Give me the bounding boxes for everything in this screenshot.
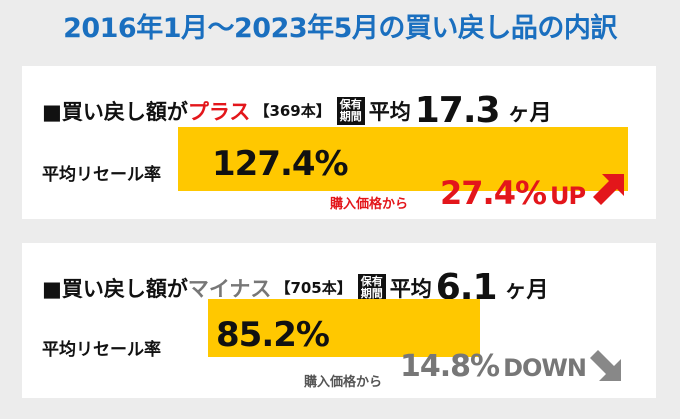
diff-value: 14.8% DOWN xyxy=(400,349,587,384)
resale-rate-bar xyxy=(208,299,480,357)
diff-value: 27.4% UP xyxy=(440,174,586,212)
plus-heading: ■買い戻し額が プラス 【369本】 保有 期間 平均 17.3 ヶ月 xyxy=(42,90,552,131)
arrow-up-right-icon xyxy=(593,174,624,205)
average-label: 平均 xyxy=(368,99,411,124)
heading-prefix: ■買い戻し額が xyxy=(42,99,188,124)
resale-rate-label: 平均リセール率 xyxy=(42,340,161,360)
resale-rate-bar xyxy=(178,127,628,191)
heading-highlight-plus: プラス xyxy=(187,99,251,124)
item-count: 【705本】 xyxy=(275,279,352,297)
heading-highlight-minus: マイナス xyxy=(187,276,272,301)
diff-label: 購入価格から xyxy=(304,375,383,390)
holding-period-badge: 保有 期間 xyxy=(357,273,386,302)
average-months-value: 17.3 xyxy=(414,90,501,131)
minus-summary-card: ■買い戻し額が マイナス 【705本】 保有 期間 平均 6.1 ヶ月 平均リセー… xyxy=(22,243,656,398)
page-title: 2016年1月～2023年5月の買い戻し品の内訳 xyxy=(63,13,617,44)
item-count: 【369本】 xyxy=(254,102,331,120)
arrow-down-right-icon xyxy=(590,350,621,381)
months-unit: ヶ月 xyxy=(504,277,549,303)
months-unit: ヶ月 xyxy=(507,100,552,126)
resale-rate-value: 85.2% xyxy=(216,315,330,355)
resale-rate-value: 127.4% xyxy=(212,144,349,184)
plus-summary-card: ■買い戻し額が プラス 【369本】 保有 期間 平均 17.3 ヶ月 平均リセー… xyxy=(22,66,656,219)
average-label: 平均 xyxy=(389,276,432,301)
heading-prefix: ■買い戻し額が xyxy=(42,276,188,301)
holding-period-badge: 保有 期間 xyxy=(336,96,365,125)
resale-rate-label: 平均リセール率 xyxy=(42,165,161,185)
diff-label: 購入価格から xyxy=(330,197,409,212)
